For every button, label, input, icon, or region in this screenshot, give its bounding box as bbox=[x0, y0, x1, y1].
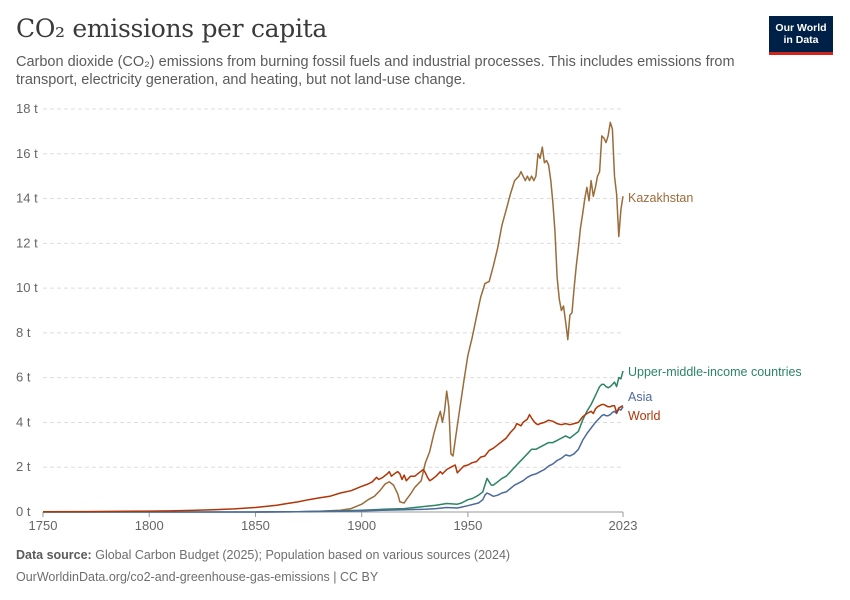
series-label-asia: Asia bbox=[628, 390, 652, 404]
data-source: Data source: Global Carbon Budget (2025)… bbox=[16, 548, 510, 562]
x-tick-label: 1800 bbox=[135, 518, 164, 533]
series-label-upper-middle-income-countries: Upper-middle-income countries bbox=[628, 365, 802, 379]
x-tick-label: 1850 bbox=[241, 518, 270, 533]
y-tick-label: 18 t bbox=[16, 101, 38, 116]
footer-url[interactable]: OurWorldinData.org/co2-and-greenhouse-ga… bbox=[16, 570, 379, 584]
data-source-text[interactable]: Global Carbon Budget (2025); Population … bbox=[95, 548, 511, 562]
y-tick-label: 14 t bbox=[16, 191, 38, 206]
series-line-asia bbox=[43, 406, 624, 513]
chart-subtitle: Carbon dioxide (CO₂) emissions from burn… bbox=[16, 54, 735, 88]
y-tick-label: 2 t bbox=[16, 459, 31, 474]
series-label-world: World bbox=[628, 409, 660, 423]
logo-line-1: Our World bbox=[775, 22, 827, 34]
y-tick-label: 4 t bbox=[16, 414, 31, 429]
x-tick-label: 1900 bbox=[347, 518, 376, 533]
y-tick-label: 12 t bbox=[16, 235, 38, 250]
owid-logo[interactable]: Our World in Data bbox=[769, 16, 833, 55]
series-line-kazakhstan bbox=[255, 121, 624, 513]
chart-title: CO₂ emissions per capita bbox=[16, 14, 328, 43]
y-tick-label: 16 t bbox=[16, 146, 38, 161]
y-tick-label: 8 t bbox=[16, 325, 31, 340]
series-line-upper-middle-income-countries bbox=[43, 370, 624, 513]
y-tick-label: 0 t bbox=[16, 504, 31, 519]
line-chart: 0 t 2 t 4 t 6 t 8 t 10 t 12 t 14 t 16 t 18 t 1750 1… bbox=[16, 101, 802, 533]
logo-line-2: in Data bbox=[783, 34, 819, 46]
data-source-label: Data source: bbox=[16, 548, 92, 562]
series-line-world bbox=[42, 403, 624, 513]
x-tick-label: 1750 bbox=[29, 518, 58, 533]
y-tick-label: 6 t bbox=[16, 370, 31, 385]
y-tick-label: 10 t bbox=[16, 280, 38, 295]
series-label-kazakhstan: Kazakhstan bbox=[628, 191, 693, 205]
x-tick-label: 2023 bbox=[609, 518, 638, 533]
x-tick-label: 1950 bbox=[453, 518, 482, 533]
